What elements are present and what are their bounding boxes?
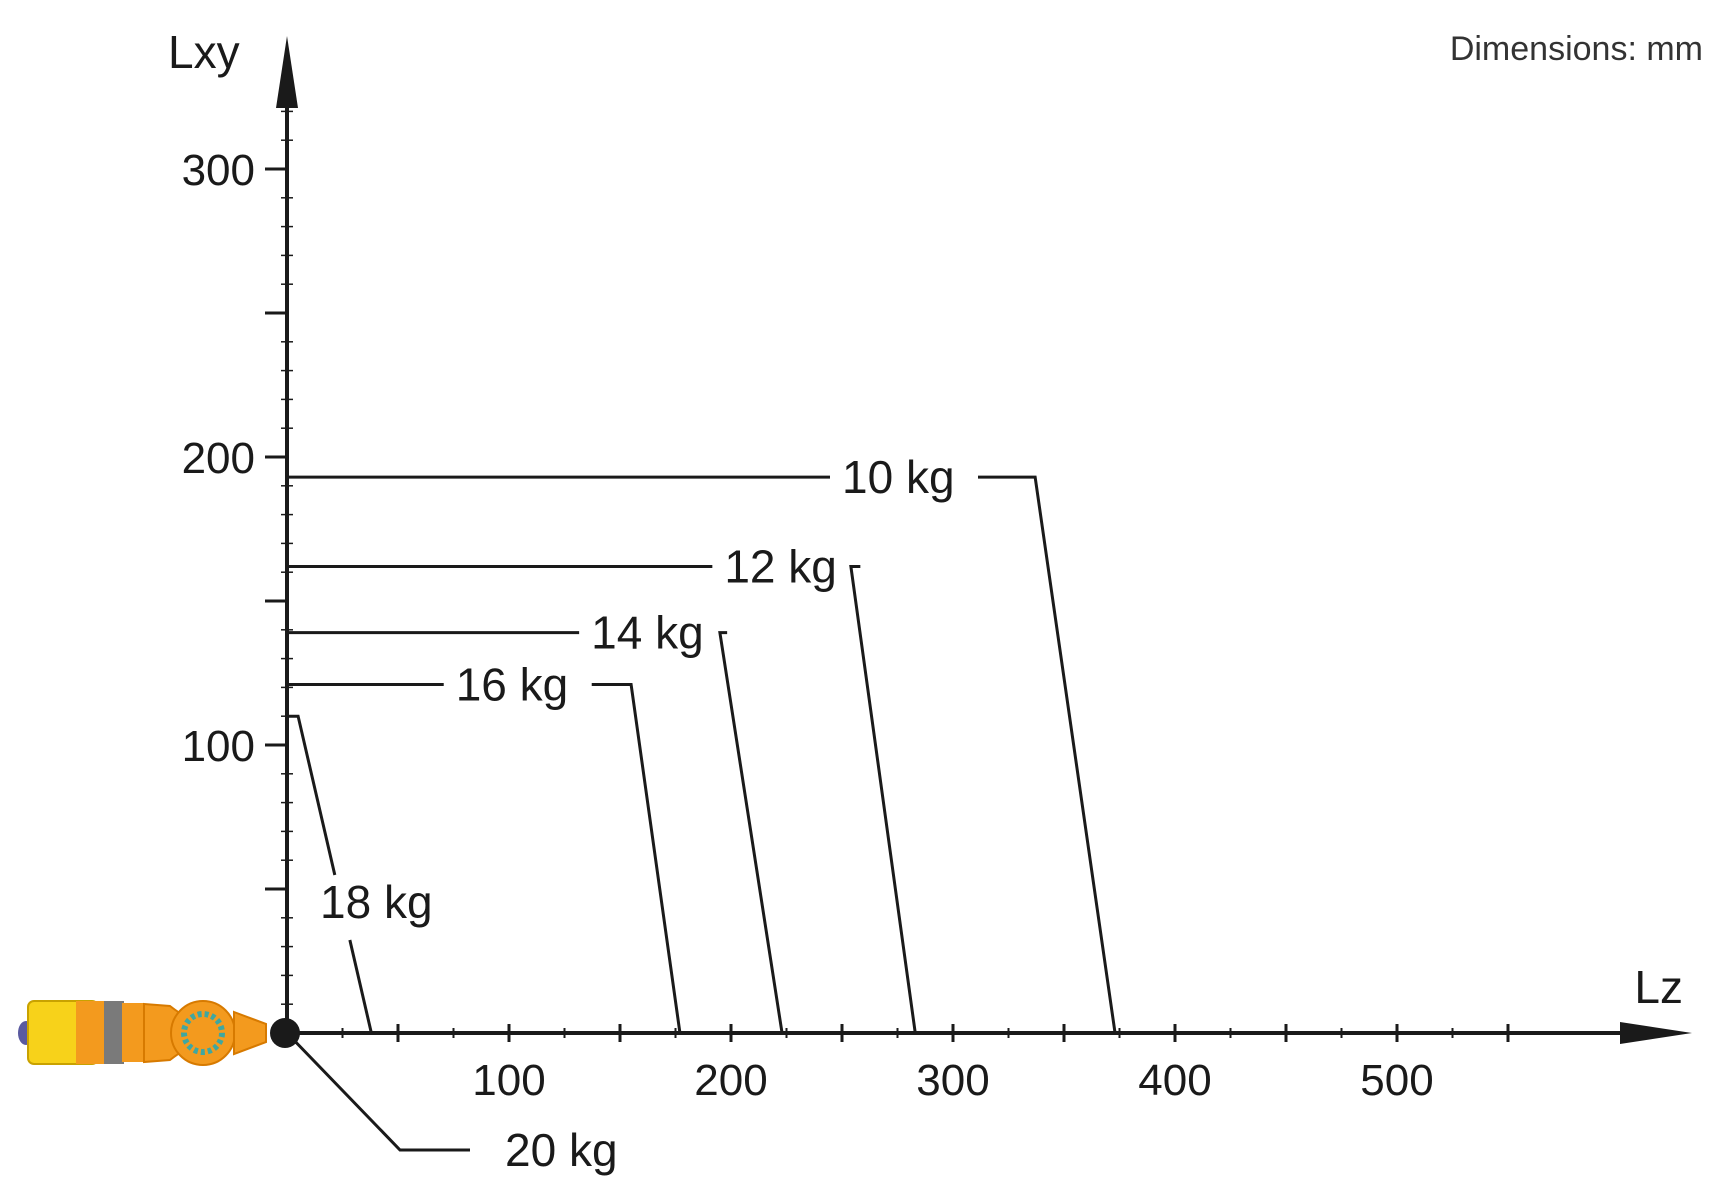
series-18-kg: 18 kg bbox=[287, 714, 433, 1034]
x-tick-label: 500 bbox=[1360, 1056, 1433, 1105]
series-12-kg: 12 kg bbox=[287, 540, 917, 1034]
x-tick-label: 300 bbox=[916, 1056, 989, 1105]
series-line bbox=[287, 714, 337, 876]
series-line bbox=[718, 631, 784, 1034]
y-tick-label: 100 bbox=[182, 722, 255, 771]
x-axis-arrow bbox=[1620, 1022, 1692, 1044]
series-14-kg: 14 kg bbox=[287, 607, 784, 1034]
series-label: 12 kg bbox=[724, 540, 837, 592]
y-tick-label: 200 bbox=[182, 434, 255, 483]
x-tick-label: 200 bbox=[694, 1056, 767, 1105]
series-20-kg: 20 kg bbox=[285, 1031, 618, 1176]
y-tick-label: 300 bbox=[182, 146, 255, 195]
x-tick-label: 100 bbox=[472, 1056, 545, 1105]
series-label: 20 kg bbox=[505, 1124, 618, 1176]
series-line bbox=[591, 683, 682, 1034]
series-label: 10 kg bbox=[842, 451, 955, 503]
ticks: 100 200 300 400 500 100 200 300 bbox=[182, 81, 1510, 1105]
series-label: 14 kg bbox=[591, 607, 704, 659]
origin-dot-icon bbox=[270, 1018, 300, 1048]
robot-wrist-icon bbox=[18, 1000, 267, 1066]
series-label: 18 kg bbox=[320, 876, 433, 928]
y-axis-label: Lxy bbox=[168, 26, 240, 78]
series-line bbox=[285, 1031, 470, 1152]
x-axis-label: Lz bbox=[1634, 961, 1683, 1013]
series-16-kg: 16 kg bbox=[287, 659, 682, 1034]
series-line bbox=[348, 939, 373, 1034]
series-label: 16 kg bbox=[456, 659, 569, 711]
units-note: Dimensions: mm bbox=[1450, 30, 1703, 68]
series-line bbox=[978, 475, 1117, 1034]
axes: Lz Lxy bbox=[168, 26, 1692, 1044]
x-tick-label: 400 bbox=[1138, 1056, 1211, 1105]
series-line bbox=[849, 564, 917, 1034]
series-10-kg: 10 kg bbox=[287, 451, 1117, 1034]
y-axis-arrow bbox=[276, 36, 298, 108]
